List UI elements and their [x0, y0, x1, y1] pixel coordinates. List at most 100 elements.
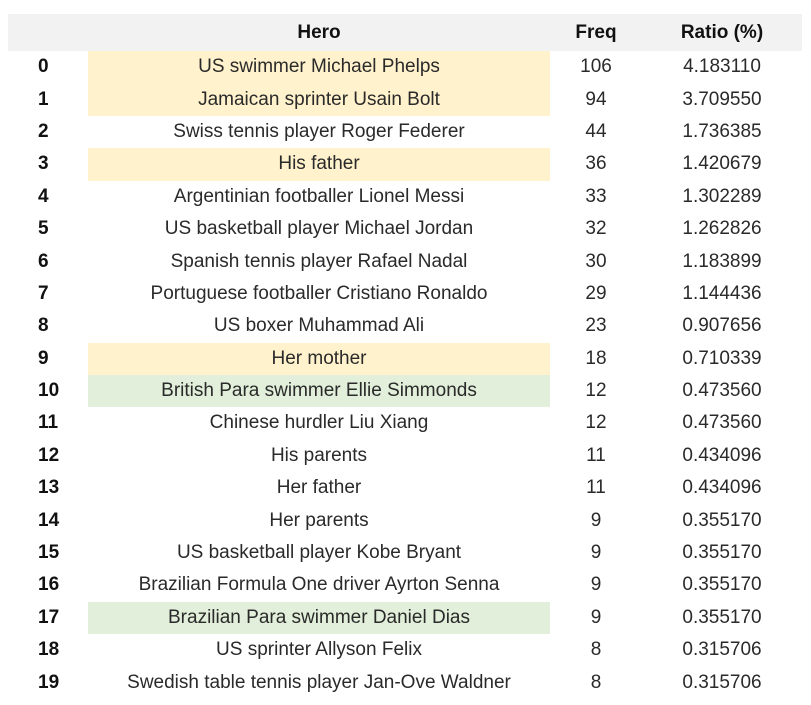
row-index: 2: [38, 120, 49, 142]
hero-frequency-table: Hero Freq Ratio (%) 0 US swimmer Michael …: [8, 14, 802, 699]
table-row: 18 US sprinter Allyson Felix 8 0.315706: [8, 634, 802, 666]
row-hero: Swiss tennis player Roger Federer: [173, 120, 465, 142]
row-hero: US swimmer Michael Phelps: [88, 51, 550, 84]
row-index: 18: [38, 639, 60, 661]
row-ratio: 0.355170: [682, 509, 762, 531]
row-freq: 9: [590, 509, 602, 531]
row-hero: His father: [88, 148, 550, 181]
row-hero: US sprinter Allyson Felix: [216, 639, 422, 661]
row-freq: 11: [586, 477, 606, 499]
row-hero: Portuguese footballer Cristiano Ronaldo: [150, 282, 488, 304]
header-index: [8, 14, 88, 51]
row-index: 6: [38, 250, 49, 272]
row-index: 4: [38, 185, 49, 207]
row-ratio: 0.355170: [682, 606, 762, 628]
hero-frequency-table-container: Hero Freq Ratio (%) 0 US swimmer Michael …: [8, 14, 802, 699]
row-ratio: 0.315706: [682, 671, 762, 693]
table-row: 1 Jamaican sprinter Usain Bolt 94 3.709550: [8, 83, 802, 116]
row-hero: Spanish tennis player Rafael Nadal: [170, 250, 468, 272]
row-ratio: 1.183899: [682, 250, 762, 272]
row-freq: 44: [585, 120, 607, 142]
row-hero: Her mother: [88, 342, 550, 375]
row-ratio: 1.302289: [682, 185, 762, 207]
row-freq: 94: [585, 88, 607, 110]
row-hero: US basketball player Kobe Bryant: [176, 542, 462, 564]
row-hero: Chinese hurdler Liu Xiang: [209, 412, 429, 434]
row-hero: British Para swimmer Ellie Simmonds: [88, 374, 550, 408]
row-index: 3: [38, 153, 49, 175]
row-hero: Brazilian Formula One driver Ayrton Senn…: [138, 574, 500, 596]
header-ratio: Ratio (%): [642, 14, 802, 51]
header-freq: Freq: [550, 14, 642, 51]
row-freq: 9: [590, 574, 602, 596]
row-ratio: 1.736385: [682, 120, 762, 142]
header-row: Hero Freq Ratio (%): [8, 14, 802, 51]
table-row: 15 US basketball player Kobe Bryant 9 0.355…: [8, 537, 802, 569]
row-index: 5: [38, 218, 49, 240]
table-row: 8 US boxer Muhammad Ali 23 0.907656: [8, 310, 802, 342]
table-row: 3 His father 36 1.420679: [8, 148, 802, 181]
row-freq: 36: [585, 153, 607, 175]
table-row: 14 Her parents 9 0.355170: [8, 504, 802, 536]
row-ratio: 3.709550: [682, 88, 762, 110]
row-freq: 12: [585, 412, 607, 434]
row-ratio: 0.434096: [682, 444, 762, 466]
table-header: Hero Freq Ratio (%): [8, 14, 802, 51]
row-freq: 18: [585, 347, 607, 369]
row-hero: Brazilian Para swimmer Daniel Dias: [88, 601, 550, 635]
row-ratio: 0.355170: [682, 542, 762, 564]
row-freq: 8: [590, 639, 602, 661]
row-ratio: 0.473560: [682, 380, 762, 402]
row-hero: His parents: [270, 444, 368, 466]
row-ratio: 4.183110: [683, 56, 761, 78]
row-index: 12: [38, 444, 60, 466]
row-hero: Jamaican sprinter Usain Bolt: [88, 83, 550, 116]
table-row: 12 His parents 11 0.434096: [8, 440, 802, 472]
table-row: 0 US swimmer Michael Phelps 106 4.183110: [8, 51, 802, 84]
row-index: 8: [38, 315, 49, 337]
row-index: 13: [38, 477, 60, 499]
row-freq: 33: [585, 185, 607, 207]
row-ratio: 1.420679: [682, 153, 762, 175]
row-hero: Her father: [276, 477, 362, 499]
row-freq: 9: [590, 606, 602, 628]
row-freq: 11: [586, 444, 606, 466]
row-freq: 32: [585, 218, 607, 240]
row-ratio: 0.434096: [682, 477, 762, 499]
row-hero: Argentinian footballer Lionel Messi: [173, 185, 465, 207]
row-hero: US basketball player Michael Jordan: [164, 218, 474, 240]
row-index: 15: [38, 542, 60, 564]
row-freq: 30: [585, 250, 607, 272]
row-index: 10: [38, 380, 60, 402]
table-row: 5 US basketball player Michael Jordan 32 1.…: [8, 213, 802, 245]
row-index: 1: [38, 88, 49, 110]
row-index: 0: [38, 56, 49, 78]
table-row: 7 Portuguese footballer Cristiano Ronaldo…: [8, 278, 802, 310]
row-ratio: 0.315706: [682, 639, 762, 661]
row-index: 11: [38, 412, 59, 434]
row-index: 7: [38, 282, 49, 304]
row-hero: Swedish table tennis player Jan-Ove Wald…: [127, 671, 511, 693]
row-freq: 12: [585, 380, 607, 402]
header-hero: Hero: [88, 14, 550, 51]
table-row: 4 Argentinian footballer Lionel Messi 33 1.…: [8, 181, 802, 213]
table-row: 11 Chinese hurdler Liu Xiang 12 0.473560: [8, 407, 802, 439]
row-ratio: 1.262826: [682, 218, 762, 240]
row-index: 14: [38, 509, 60, 531]
row-hero: US boxer Muhammad Ali: [213, 315, 425, 337]
row-freq: 23: [585, 315, 607, 337]
row-index: 17: [38, 606, 60, 628]
row-hero: Her parents: [269, 509, 369, 531]
row-freq: 8: [590, 671, 602, 693]
table-row: 10 British Para swimmer Ellie Simmonds 12 0…: [8, 374, 802, 408]
row-freq: 9: [590, 542, 602, 564]
table-row: 17 Brazilian Para swimmer Daniel Dias 9 0.3…: [8, 601, 802, 635]
table-row: 19 Swedish table tennis player Jan-Ove Wa…: [8, 666, 802, 698]
row-index: 19: [38, 671, 60, 693]
row-freq: 106: [580, 56, 612, 78]
row-ratio: 1.144436: [682, 282, 762, 304]
table-row: 2 Swiss tennis player Roger Federer 44 1.73…: [8, 116, 802, 148]
table-row: 9 Her mother 18 0.710339: [8, 342, 802, 375]
row-index: 9: [38, 347, 49, 369]
